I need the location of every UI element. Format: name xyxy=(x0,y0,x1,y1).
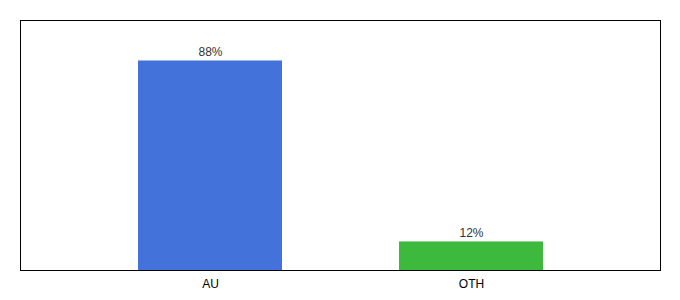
svg-text:12%: 12% xyxy=(459,226,483,240)
svg-text:OTH: OTH xyxy=(459,277,484,291)
svg-text:AU: AU xyxy=(202,277,219,291)
svg-text:88%: 88% xyxy=(198,45,222,59)
